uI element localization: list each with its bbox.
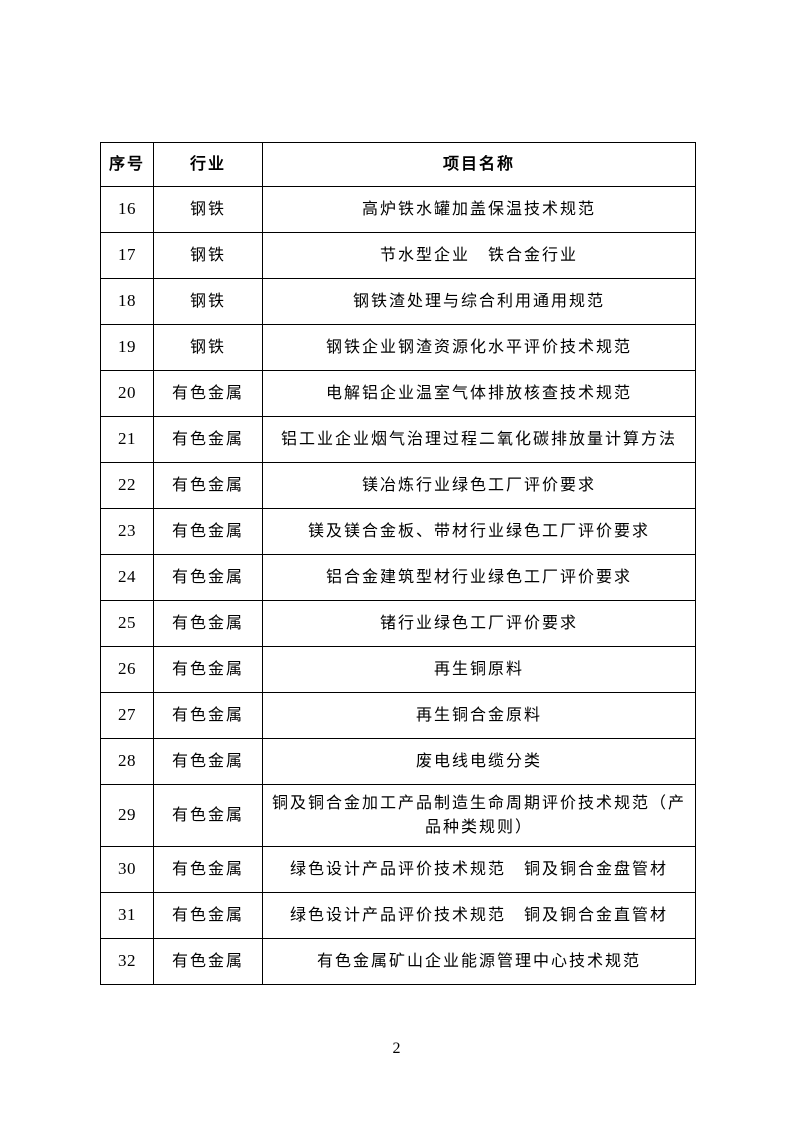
table-body: 16 钢铁 高炉铁水罐加盖保温技术规范 17 钢铁 节水型企业 铁合金行业 18… — [100, 186, 696, 985]
industry-cell: 钢铁 — [153, 324, 263, 371]
industry-cell: 有色金属 — [153, 554, 263, 601]
industry-cell: 有色金属 — [153, 846, 263, 893]
project-name-cell: 镁冶炼行业绿色工厂评价要求 — [262, 462, 696, 509]
table-header-row: 序号 行业 项目名称 — [100, 142, 696, 187]
table-row: 17 钢铁 节水型企业 铁合金行业 — [100, 232, 696, 279]
table-row: 16 钢铁 高炉铁水罐加盖保温技术规范 — [100, 186, 696, 233]
project-name-cell: 钢铁渣处理与综合利用通用规范 — [262, 278, 696, 325]
industry-cell: 有色金属 — [153, 646, 263, 693]
industry-cell: 有色金属 — [153, 370, 263, 417]
projects-table: 序号 行业 项目名称 16 钢铁 高炉铁水罐加盖保温技术规范 17 钢铁 节水型… — [100, 142, 696, 985]
serial-number-cell: 22 — [100, 462, 154, 509]
serial-number-cell: 31 — [100, 892, 154, 939]
table-row: 24 有色金属 铝合金建筑型材行业绿色工厂评价要求 — [100, 554, 696, 601]
industry-cell: 有色金属 — [153, 692, 263, 739]
table-row: 19 钢铁 钢铁企业钢渣资源化水平评价技术规范 — [100, 324, 696, 371]
project-name-cell: 绿色设计产品评价技术规范 铜及铜合金盘管材 — [262, 846, 696, 893]
industry-cell: 钢铁 — [153, 278, 263, 325]
header-serial-number: 序号 — [100, 142, 154, 187]
industry-cell: 有色金属 — [153, 416, 263, 463]
serial-number-cell: 25 — [100, 600, 154, 647]
serial-number-cell: 24 — [100, 554, 154, 601]
serial-number-cell: 29 — [100, 784, 154, 847]
serial-number-cell: 20 — [100, 370, 154, 417]
project-name-cell: 铝工业企业烟气治理过程二氧化碳排放量计算方法 — [262, 416, 696, 463]
header-project-name: 项目名称 — [262, 142, 696, 187]
page-number: 2 — [392, 1040, 401, 1057]
table-row: 28 有色金属 废电线电缆分类 — [100, 738, 696, 785]
serial-number-cell: 26 — [100, 646, 154, 693]
table-row: 18 钢铁 钢铁渣处理与综合利用通用规范 — [100, 278, 696, 325]
industry-cell: 有色金属 — [153, 738, 263, 785]
project-name-cell: 铜及铜合金加工产品制造生命周期评价技术规范（产品种类规则） — [262, 784, 696, 847]
industry-cell: 有色金属 — [153, 462, 263, 509]
project-name-cell: 镁及镁合金板、带材行业绿色工厂评价要求 — [262, 508, 696, 555]
table-row: 31 有色金属 绿色设计产品评价技术规范 铜及铜合金直管材 — [100, 892, 696, 939]
industry-cell: 有色金属 — [153, 508, 263, 555]
serial-number-cell: 21 — [100, 416, 154, 463]
project-name-cell: 铝合金建筑型材行业绿色工厂评价要求 — [262, 554, 696, 601]
project-name-cell: 废电线电缆分类 — [262, 738, 696, 785]
table-row: 23 有色金属 镁及镁合金板、带材行业绿色工厂评价要求 — [100, 508, 696, 555]
project-name-cell: 有色金属矿山企业能源管理中心技术规范 — [262, 938, 696, 985]
table-row: 29 有色金属 铜及铜合金加工产品制造生命周期评价技术规范（产品种类规则） — [100, 784, 696, 847]
serial-number-cell: 19 — [100, 324, 154, 371]
project-name-cell: 电解铝企业温室气体排放核查技术规范 — [262, 370, 696, 417]
project-name-cell: 锗行业绿色工厂评价要求 — [262, 600, 696, 647]
project-name-cell: 高炉铁水罐加盖保温技术规范 — [262, 186, 696, 233]
serial-number-cell: 17 — [100, 232, 154, 279]
serial-number-cell: 32 — [100, 938, 154, 985]
industry-cell: 钢铁 — [153, 232, 263, 279]
serial-number-cell: 28 — [100, 738, 154, 785]
table-row: 26 有色金属 再生铜原料 — [100, 646, 696, 693]
serial-number-cell: 27 — [100, 692, 154, 739]
table-row: 22 有色金属 镁冶炼行业绿色工厂评价要求 — [100, 462, 696, 509]
header-industry: 行业 — [153, 142, 263, 187]
industry-cell: 有色金属 — [153, 938, 263, 985]
table-row: 30 有色金属 绿色设计产品评价技术规范 铜及铜合金盘管材 — [100, 846, 696, 893]
serial-number-cell: 18 — [100, 278, 154, 325]
project-name-cell: 再生铜原料 — [262, 646, 696, 693]
serial-number-cell: 16 — [100, 186, 154, 233]
table-row: 20 有色金属 电解铝企业温室气体排放核查技术规范 — [100, 370, 696, 417]
industry-cell: 有色金属 — [153, 784, 263, 847]
project-name-cell: 再生铜合金原料 — [262, 692, 696, 739]
table-row: 21 有色金属 铝工业企业烟气治理过程二氧化碳排放量计算方法 — [100, 416, 696, 463]
table-row: 25 有色金属 锗行业绿色工厂评价要求 — [100, 600, 696, 647]
project-name-cell: 绿色设计产品评价技术规范 铜及铜合金直管材 — [262, 892, 696, 939]
serial-number-cell: 23 — [100, 508, 154, 555]
industry-cell: 有色金属 — [153, 892, 263, 939]
project-name-cell: 节水型企业 铁合金行业 — [262, 232, 696, 279]
serial-number-cell: 30 — [100, 846, 154, 893]
table-row: 27 有色金属 再生铜合金原料 — [100, 692, 696, 739]
industry-cell: 有色金属 — [153, 600, 263, 647]
industry-cell: 钢铁 — [153, 186, 263, 233]
table-row: 32 有色金属 有色金属矿山企业能源管理中心技术规范 — [100, 938, 696, 985]
project-name-cell: 钢铁企业钢渣资源化水平评价技术规范 — [262, 324, 696, 371]
